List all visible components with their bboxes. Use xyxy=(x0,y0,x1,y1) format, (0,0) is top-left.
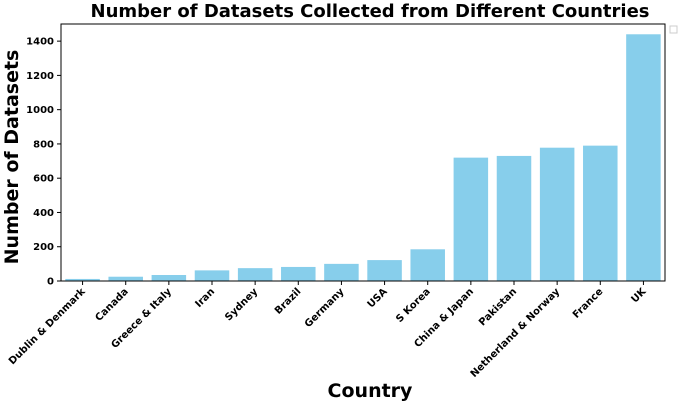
bar-6 xyxy=(324,263,359,281)
bar-13 xyxy=(626,34,661,281)
bar-12 xyxy=(583,145,618,281)
x-tick-label-5: Brazil xyxy=(273,286,303,316)
bar-4 xyxy=(237,268,273,281)
x-tick-label-3: Iran xyxy=(193,286,217,310)
plot-frame xyxy=(60,23,666,282)
y-tick-label-3: 600 xyxy=(33,174,54,185)
y-tick-label-2: 400 xyxy=(33,208,54,219)
bar-11 xyxy=(539,147,575,281)
x-tick-label-7: USA xyxy=(366,286,390,310)
x-tick-label-11: Netherland & Norway xyxy=(469,286,563,380)
y-tick-label-1: 200 xyxy=(33,242,54,253)
y-tick-label-5: 1000 xyxy=(26,105,54,116)
x-tick-label-4: Sydney xyxy=(223,286,260,323)
bar-7 xyxy=(367,260,402,281)
x-tick-label-12: France xyxy=(571,286,606,321)
bar-8 xyxy=(410,249,445,281)
bars-group xyxy=(65,34,661,281)
y-tick-label-6: 1200 xyxy=(26,71,54,82)
y-tick-label-7: 1400 xyxy=(26,37,54,48)
chart-title: Number of Datasets Collected from Differ… xyxy=(91,1,650,22)
x-tick-label-8: S Korea xyxy=(394,286,433,325)
bar-3 xyxy=(194,270,230,281)
bar-1 xyxy=(108,276,143,281)
x-tick-label-10: Pakistan xyxy=(477,286,519,328)
bar-10 xyxy=(496,155,532,281)
x-axis-label: Country xyxy=(328,380,414,402)
y-axis-label: Number of Datasets xyxy=(1,50,23,265)
y-tick-label-4: 800 xyxy=(33,139,54,150)
x-tick-label-13: UK xyxy=(630,285,650,305)
bar-5 xyxy=(281,266,316,281)
bar-2 xyxy=(151,275,187,281)
bar-9 xyxy=(453,157,489,281)
legend-box xyxy=(669,25,678,34)
x-tick-label-1: Canada xyxy=(93,286,130,323)
y-tick-label-0: 0 xyxy=(47,277,54,288)
x-tick-label-0: Dublin & Denmark xyxy=(7,286,88,367)
x-tick-label-6: Germany xyxy=(303,286,347,330)
bar-0 xyxy=(65,278,100,281)
y-axis: 0 200 400 600 800 1000 1200 1400 xyxy=(26,23,666,288)
